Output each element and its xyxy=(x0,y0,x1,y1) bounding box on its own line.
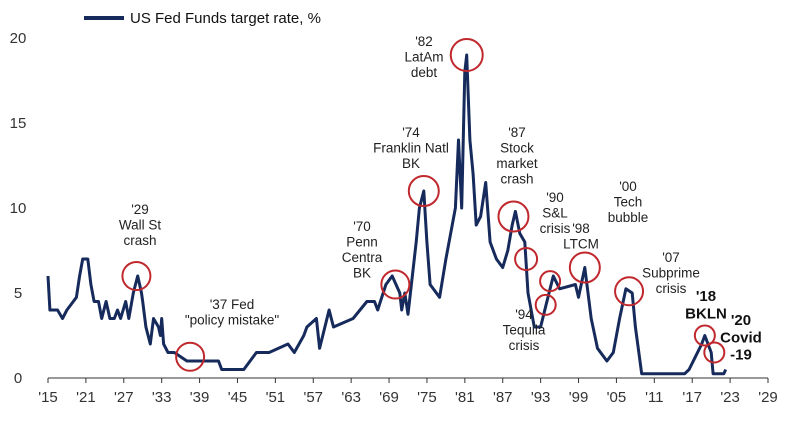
annotation-line: market xyxy=(496,156,538,171)
x-tick-label: '29 xyxy=(758,389,778,406)
x-tick-label: '23 xyxy=(720,389,740,406)
x-tick-label: '81 xyxy=(455,389,475,406)
annotation-circle xyxy=(614,276,645,307)
annotation-label: '00 Tech bubble xyxy=(608,179,649,225)
annotation-label: '87 Stock market crash xyxy=(496,125,538,187)
y-tick-label: 10 xyxy=(10,200,27,217)
annotation-label: '82 LatAm debt xyxy=(404,34,443,80)
annotation-circle xyxy=(539,270,562,293)
annotation-line: debt xyxy=(411,65,438,80)
annotation-line: Wall St xyxy=(119,218,162,233)
annotation-circle xyxy=(449,38,484,72)
annotation-line: Franklin Natl xyxy=(373,141,449,156)
annotation-line: S&L xyxy=(542,206,568,221)
x-tick-label: '27 xyxy=(114,389,134,406)
x-axis: '15 '21 '27 '33 '39 '45 '51 '57 '63 '69 '75 '81 '87 '… xyxy=(38,377,778,406)
annotation-line: crisis xyxy=(540,221,571,236)
x-tick-label: '93 xyxy=(531,389,551,406)
annotation-line: BK xyxy=(402,156,420,171)
annotation-circle xyxy=(121,261,152,291)
annotation-label: '70 Penn Centra BK xyxy=(342,219,383,281)
annotation-label: '94 Tequila crisis xyxy=(503,307,546,353)
annotation-line: '29 xyxy=(131,202,149,217)
annotation-label: '37 Fed "policy mistake" xyxy=(185,297,280,328)
annotation-circle xyxy=(703,341,726,364)
annotation-line: "policy mistake" xyxy=(185,313,280,328)
x-tick-label: '99 xyxy=(569,389,589,406)
annotation-circle xyxy=(407,175,440,207)
annotation-line: '87 xyxy=(508,125,526,140)
annotation-circle xyxy=(514,247,539,271)
annotation-line: Covid xyxy=(720,329,762,346)
x-tick-label: '21 xyxy=(76,389,96,406)
annotation-circle xyxy=(568,251,601,284)
annotation-line: BKLN xyxy=(685,305,727,322)
x-tick-label: '69 xyxy=(379,389,399,406)
annotation-line: LTCM xyxy=(563,237,599,252)
annotation-label: '20 Covid -19 xyxy=(720,312,762,364)
y-tick-label: 0 xyxy=(14,370,22,387)
annotation-line: '07 xyxy=(662,250,680,265)
annotation-line: LatAm xyxy=(404,50,443,65)
x-tick-label: '11 xyxy=(645,389,663,406)
annotation-line: Tequila xyxy=(503,323,546,338)
y-tick-label: 5 xyxy=(14,285,22,302)
x-tick-label: '33 xyxy=(152,389,172,406)
annotation-line: '82 xyxy=(415,34,433,49)
annotation-line: '98 xyxy=(572,221,590,236)
legend: US Fed Funds target rate, % xyxy=(84,10,321,27)
series-layer xyxy=(46,53,728,376)
annotation-line: BK xyxy=(353,266,371,281)
x-tick-label: '15 xyxy=(38,389,58,406)
annotation-line: '90 xyxy=(546,190,564,205)
y-axis: 0 5 10 15 20 xyxy=(10,30,27,387)
series-line xyxy=(46,53,728,376)
x-tick-label: '63 xyxy=(341,389,361,406)
x-tick-label: '75 xyxy=(417,389,437,406)
annotation-circle xyxy=(693,324,716,347)
annotation-line: crisis xyxy=(656,281,687,296)
x-tick-label: '87 xyxy=(493,389,513,406)
annotation-label: '18 BKLN xyxy=(685,288,727,322)
annotation-circle xyxy=(175,341,206,372)
annotation-line: '18 xyxy=(696,288,716,305)
y-tick-label: 15 xyxy=(10,115,27,132)
annotation-circle xyxy=(497,200,530,233)
annotation-layer: '29 Wall St crash'37 Fed "policy mistake"'7… xyxy=(119,34,762,372)
annotation-line: Penn xyxy=(346,235,378,250)
annotation-label: '98 LTCM xyxy=(563,221,599,252)
annotation-line: '74 xyxy=(402,125,420,140)
annotation-line: '70 xyxy=(353,219,371,234)
annotation-label: '29 Wall St crash xyxy=(119,202,162,248)
x-tick-label: '39 xyxy=(190,389,210,406)
annotation-line: crash xyxy=(123,233,156,248)
x-tick-label: '45 xyxy=(228,389,248,406)
annotation-circle xyxy=(380,269,411,300)
x-tick-label: '57 xyxy=(303,389,323,406)
annotation-label: '74 Franklin Natl BK xyxy=(373,125,449,171)
x-tick-label: '51 xyxy=(266,389,286,406)
x-tick-label: '17 xyxy=(682,389,702,406)
annotation-line: Tech xyxy=(614,195,643,210)
annotation-line: -19 xyxy=(730,347,752,364)
annotation-label: '07 Subprime crisis xyxy=(642,250,700,296)
annotation-line: '00 xyxy=(619,179,637,194)
annotation-line: '37 Fed xyxy=(210,297,255,312)
annotation-line: Subprime xyxy=(642,266,700,281)
annotation-line: '20 xyxy=(731,312,751,329)
legend-label: US Fed Funds target rate, % xyxy=(130,10,321,27)
y-tick-label: 20 xyxy=(10,30,27,47)
annotation-line: crisis xyxy=(509,338,540,353)
annotation-line: Stock xyxy=(500,141,534,156)
annotation-line: bubble xyxy=(608,210,649,225)
annotation-circle xyxy=(534,293,557,316)
annotation-label: '90 S&L crisis xyxy=(540,190,571,236)
annotation-line: Centra xyxy=(342,250,383,265)
annotation-line: '94 xyxy=(515,307,533,322)
annotation-line: crash xyxy=(500,172,533,187)
x-tick-label: '05 xyxy=(607,389,627,406)
